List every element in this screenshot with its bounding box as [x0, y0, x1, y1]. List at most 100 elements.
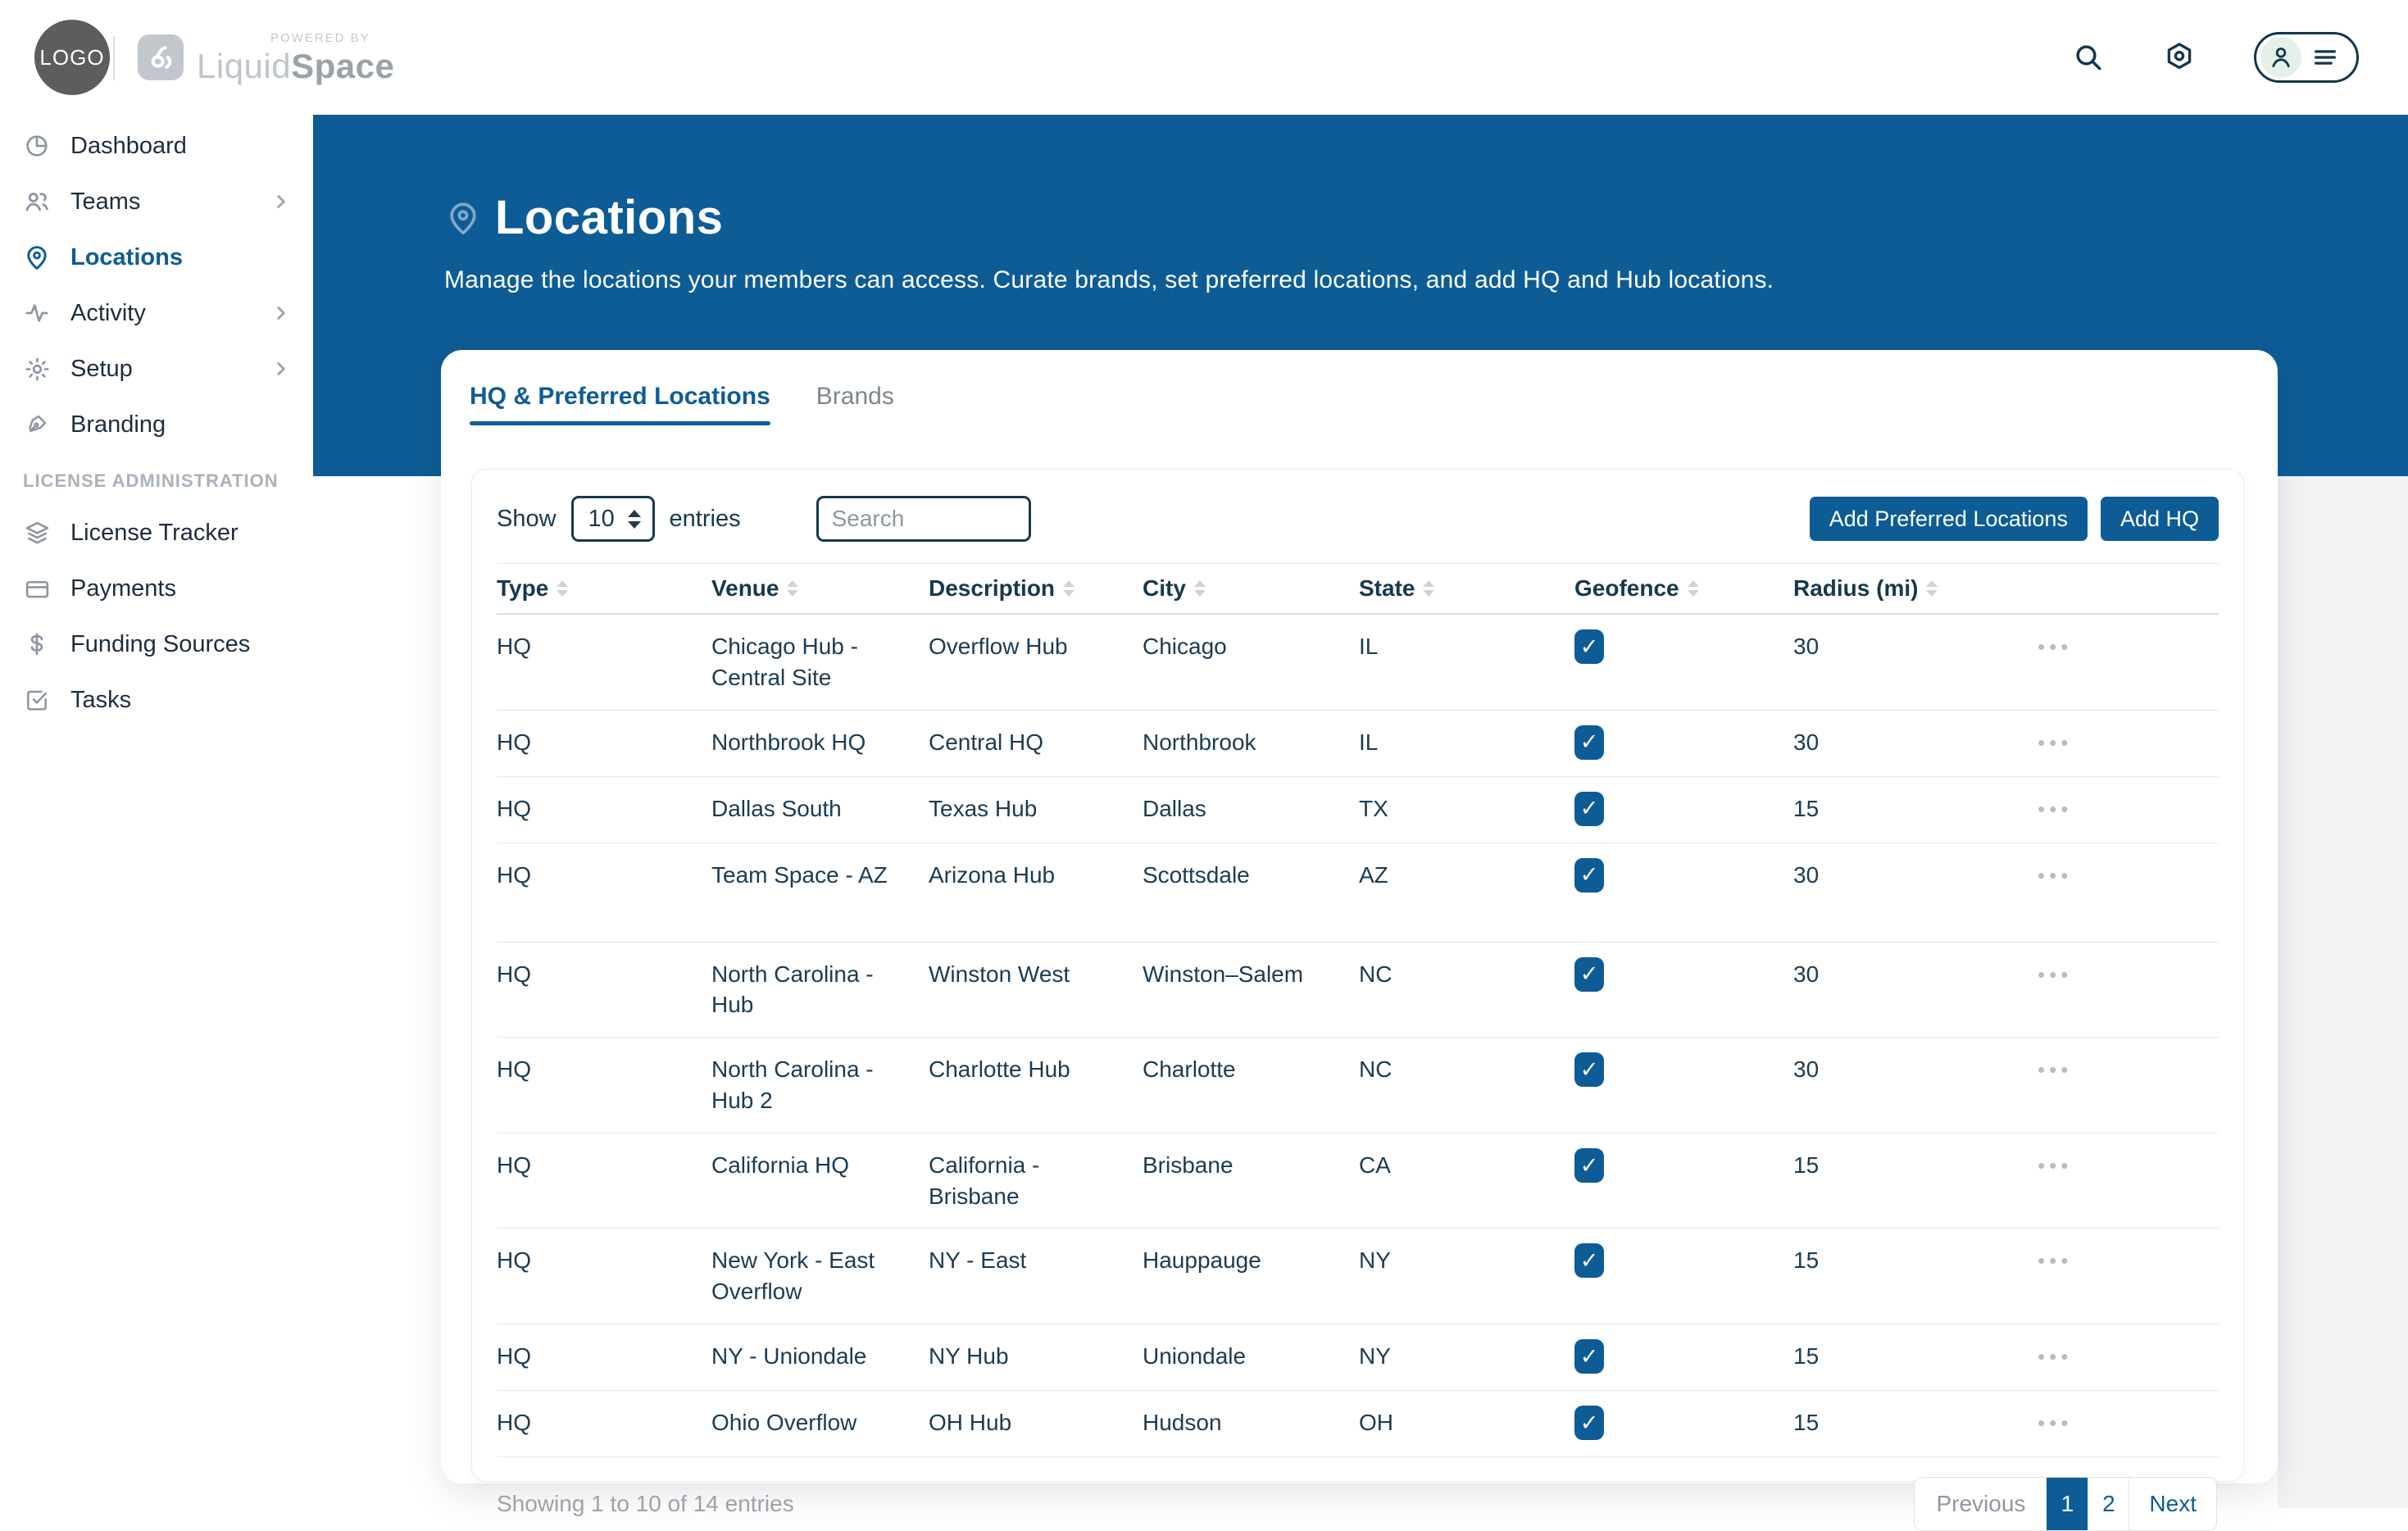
cell-state: CA — [1359, 1152, 1391, 1178]
tab-brands[interactable]: Brands — [816, 383, 894, 410]
search-input[interactable] — [816, 496, 1031, 542]
row-actions-button[interactable] — [1965, 1153, 2072, 1179]
sidebar-item-branding[interactable]: Branding — [0, 397, 313, 452]
cell-state: IL — [1359, 729, 1379, 755]
sidebar-item-dashboard[interactable]: Dashboard — [0, 118, 313, 174]
sidebar-item-label: Funding Sources — [70, 630, 251, 657]
pagination-page-2[interactable]: 2 — [2088, 1477, 2129, 1530]
cell-state: AZ — [1359, 861, 1388, 888]
row-actions-button[interactable] — [1965, 1411, 2072, 1436]
liquidspace-glyph-icon — [138, 34, 184, 80]
table-row: HQ Dallas South Texas Hub Dallas TX 15 — [497, 777, 2219, 843]
sidebar-item-label: Dashboard — [70, 132, 187, 159]
table-header-row: Type Venue Description City State Geofen… — [497, 563, 2219, 615]
page-size-select[interactable]: 10 — [570, 496, 655, 542]
layers-icon — [23, 519, 51, 547]
sidebar-item-activity[interactable]: Activity — [0, 285, 313, 341]
geofence-checkbox[interactable] — [1574, 1338, 1604, 1374]
column-header-city[interactable]: City — [1143, 564, 1359, 613]
cell-description: Overflow Hub — [929, 634, 1068, 659]
topbar-actions — [2072, 0, 2359, 115]
cell-type: HQ — [497, 634, 531, 659]
tab-hq-preferred-locations[interactable]: HQ & Preferred Locations — [470, 383, 770, 425]
sidebar-item-tasks[interactable]: Tasks — [0, 672, 313, 728]
cell-type: HQ — [497, 729, 531, 755]
cell-description: NY Hub — [929, 1342, 1009, 1369]
geofence-checkbox[interactable] — [1574, 629, 1604, 664]
row-actions-button[interactable] — [1965, 863, 2072, 888]
sidebar-item-payments[interactable]: Payments — [0, 561, 313, 616]
brand-space: Space — [291, 47, 395, 85]
cell-type: HQ — [497, 1342, 531, 1369]
column-header-description[interactable]: Description — [929, 564, 1143, 613]
sidebar-item-label: License Tracker — [70, 519, 239, 546]
geofence-checkbox[interactable] — [1574, 1147, 1604, 1183]
profile-menu-button[interactable] — [2254, 32, 2359, 83]
geofence-checkbox[interactable] — [1574, 791, 1604, 826]
row-actions-button[interactable] — [1965, 1248, 2072, 1274]
locations-table-panel: Show 10 entries Add Preferred Locations … — [471, 469, 2244, 1531]
cell-description: California - Brisbane — [929, 1152, 1040, 1209]
activity-icon — [23, 299, 51, 327]
cell-state: TX — [1359, 795, 1388, 821]
cell-type: HQ — [497, 1409, 531, 1435]
cell-state: OH — [1359, 1409, 1393, 1435]
table-footer: Showing 1 to 10 of 14 entries Previous 1… — [497, 1476, 2219, 1531]
topbar-divider — [113, 36, 115, 80]
chevron-right-icon — [270, 358, 292, 379]
sidebar-item-funding-sources[interactable]: Funding Sources — [0, 616, 313, 672]
row-actions-button[interactable] — [1965, 634, 2072, 660]
cell-venue: Northbrook HQ — [711, 729, 866, 755]
settings-nut-icon — [2162, 40, 2197, 75]
sidebar-item-setup[interactable]: Setup — [0, 341, 313, 397]
column-header-venue[interactable]: Venue — [711, 564, 929, 613]
search-button[interactable] — [2072, 41, 2105, 74]
settings-button[interactable] — [2162, 40, 2197, 75]
cell-radius: 15 — [1793, 1409, 1820, 1435]
page-title: Locations — [495, 191, 724, 244]
chevron-right-icon — [270, 302, 292, 324]
select-arrows-icon — [627, 509, 641, 529]
top-bar: LOGO POWERED BY LiquidSpace — [0, 0, 2408, 115]
row-actions-button[interactable] — [1965, 1057, 2072, 1083]
sidebar-item-teams[interactable]: Teams — [0, 174, 313, 229]
cell-radius: 15 — [1793, 1152, 1820, 1178]
geofence-checkbox[interactable] — [1574, 725, 1604, 760]
row-actions-button[interactable] — [1965, 730, 2072, 756]
cell-description: OH Hub — [929, 1409, 1012, 1435]
row-actions-button[interactable] — [1965, 797, 2072, 822]
geofence-checkbox[interactable] — [1574, 1405, 1604, 1440]
add-hq-button[interactable]: Add HQ — [2100, 497, 2219, 541]
add-preferred-locations-button[interactable]: Add Preferred Locations — [1809, 497, 2088, 541]
pagination-next-button[interactable]: Next — [2129, 1477, 2216, 1530]
table-row: HQ North Carolina - Hub 2 Charlotte Hub … — [497, 1038, 2219, 1133]
geofence-checkbox[interactable] — [1574, 956, 1604, 992]
table-row: HQ California HQ California - Brisbane B… — [497, 1133, 2219, 1229]
brand-liquid: Liquid — [197, 47, 292, 85]
sidebar-item-license-tracker[interactable]: License Tracker — [0, 505, 313, 561]
cell-radius: 30 — [1793, 1056, 1820, 1083]
row-actions-button[interactable] — [1965, 962, 2072, 988]
geofence-checkbox[interactable] — [1574, 1243, 1604, 1279]
column-header-geofence[interactable]: Geofence — [1574, 564, 1793, 613]
sort-icon — [1926, 580, 1938, 597]
pagination-previous-button[interactable]: Previous — [1915, 1477, 2047, 1530]
table-row: HQ Northbrook HQ Central HQ Northbrook I… — [497, 711, 2219, 777]
sidebar-item-locations[interactable]: Locations — [0, 229, 313, 285]
column-header-type[interactable]: Type — [497, 564, 711, 613]
pagination-page-1[interactable]: 1 — [2047, 1477, 2088, 1530]
cell-type: HQ — [497, 961, 531, 987]
row-actions-button[interactable] — [1965, 1344, 2072, 1370]
cell-venue: Dallas South — [711, 795, 842, 821]
cell-state: IL — [1359, 634, 1379, 659]
entries-summary: Showing 1 to 10 of 14 entries — [497, 1490, 794, 1516]
cell-venue: New York - East Overflow — [711, 1247, 875, 1305]
cell-city: Hudson — [1143, 1409, 1222, 1435]
sidebar-item-label: Locations — [70, 243, 183, 270]
column-header-state[interactable]: State — [1359, 564, 1574, 613]
chevron-right-icon — [270, 191, 292, 212]
geofence-checkbox[interactable] — [1574, 1052, 1604, 1088]
geofence-checkbox[interactable] — [1574, 857, 1604, 893]
column-header-radius[interactable]: Radius (mi) — [1793, 564, 1965, 613]
